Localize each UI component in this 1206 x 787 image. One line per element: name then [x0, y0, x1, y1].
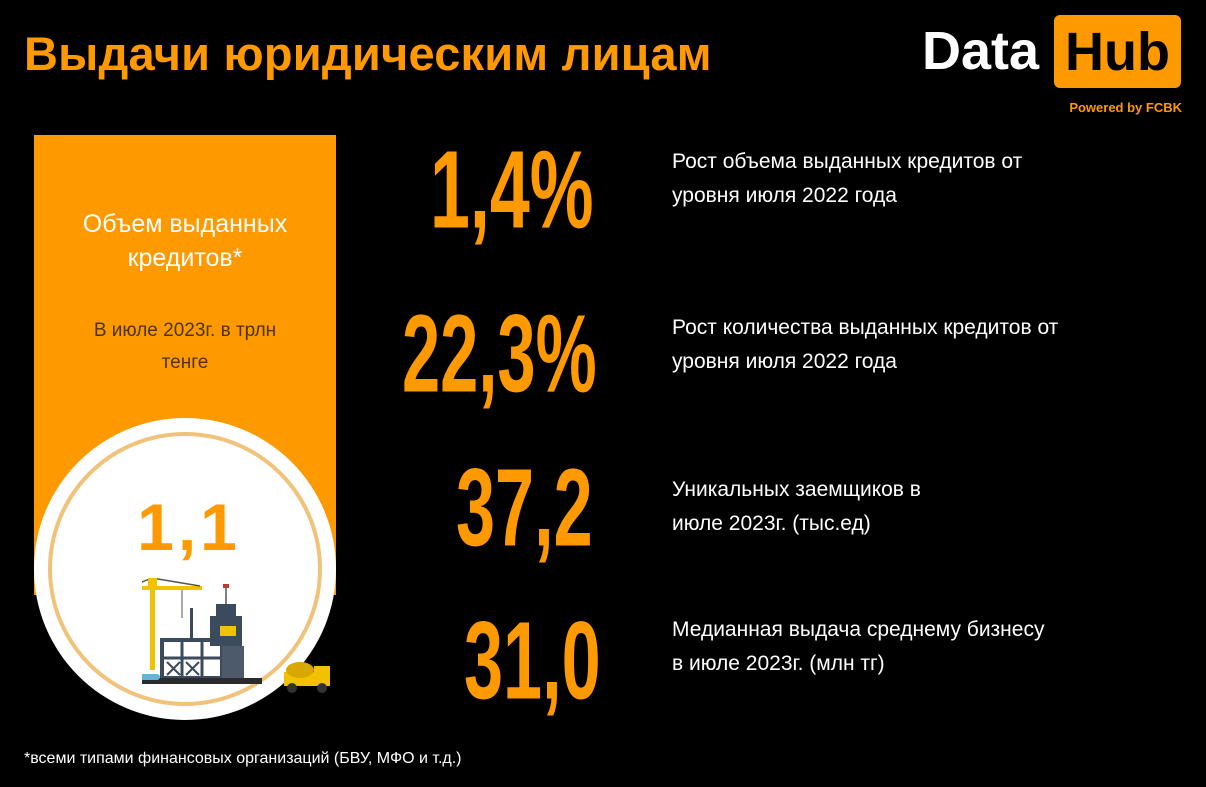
stat-description-line: уровня июля 2022 года — [672, 350, 897, 373]
stat-value: 22,3% — [402, 290, 597, 416]
volume-value: 1,1 — [137, 490, 241, 564]
stat-description-line: Рост объема выданных кредитов от — [672, 150, 1023, 173]
footnote: *всеми типами финансовых организаций (БВ… — [24, 750, 462, 767]
stat-description-line: Уникальных заемщиков в — [672, 478, 921, 501]
stat-description: Уникальных заемщиков в июле 2023г. (тыс.… — [672, 473, 1142, 541]
page-title: Выдачи юридическим лицам — [24, 27, 712, 80]
stat-description: Медианная выдача среднему бизнесу в июле… — [672, 613, 1142, 681]
stat-description-line: в июле 2023г. (млн тг) — [672, 652, 885, 675]
logo-word: Data — [922, 21, 1040, 81]
panel-subtitle: В июле 2023г. в трлн тенге — [34, 315, 336, 379]
panel-subtitle-line: тенге — [161, 352, 209, 373]
stat-description: Рост объема выданных кредитов от уровня … — [672, 145, 1142, 213]
datahub-logo: Data Hub Powered by FCBK — [922, 14, 1182, 115]
construction-site-icon — [142, 578, 330, 693]
panel-heading-line: Объем выданных — [82, 210, 288, 238]
panel-subtitle-line: В июле 2023г. в трлн — [93, 320, 277, 341]
stat-description-line: июле 2023г. (тыс.ед) — [672, 512, 871, 535]
logo-powered-by: Powered by FCBK — [1069, 100, 1182, 115]
stat-value: 1,4% — [430, 126, 594, 252]
volume-circle: 1,1 — [34, 418, 336, 720]
stat-description-line: Рост количества выданных кредитов от — [672, 316, 1059, 339]
stat-description-line: Медианная выдача среднему бизнесу — [672, 618, 1045, 641]
stat-description-line: уровня июля 2022 года — [672, 184, 897, 207]
stat-value: 37,2 — [456, 444, 593, 570]
panel-heading-line: кредитов* — [127, 244, 243, 272]
stat-description: Рост количества выданных кредитов от уро… — [672, 311, 1142, 379]
volume-circle-ring: 1,1 — [48, 432, 330, 706]
logo-badge: Hub — [1054, 15, 1181, 88]
panel-heading: Объем выданных кредитов* — [34, 207, 336, 275]
stat-value: 31,0 — [464, 597, 601, 723]
